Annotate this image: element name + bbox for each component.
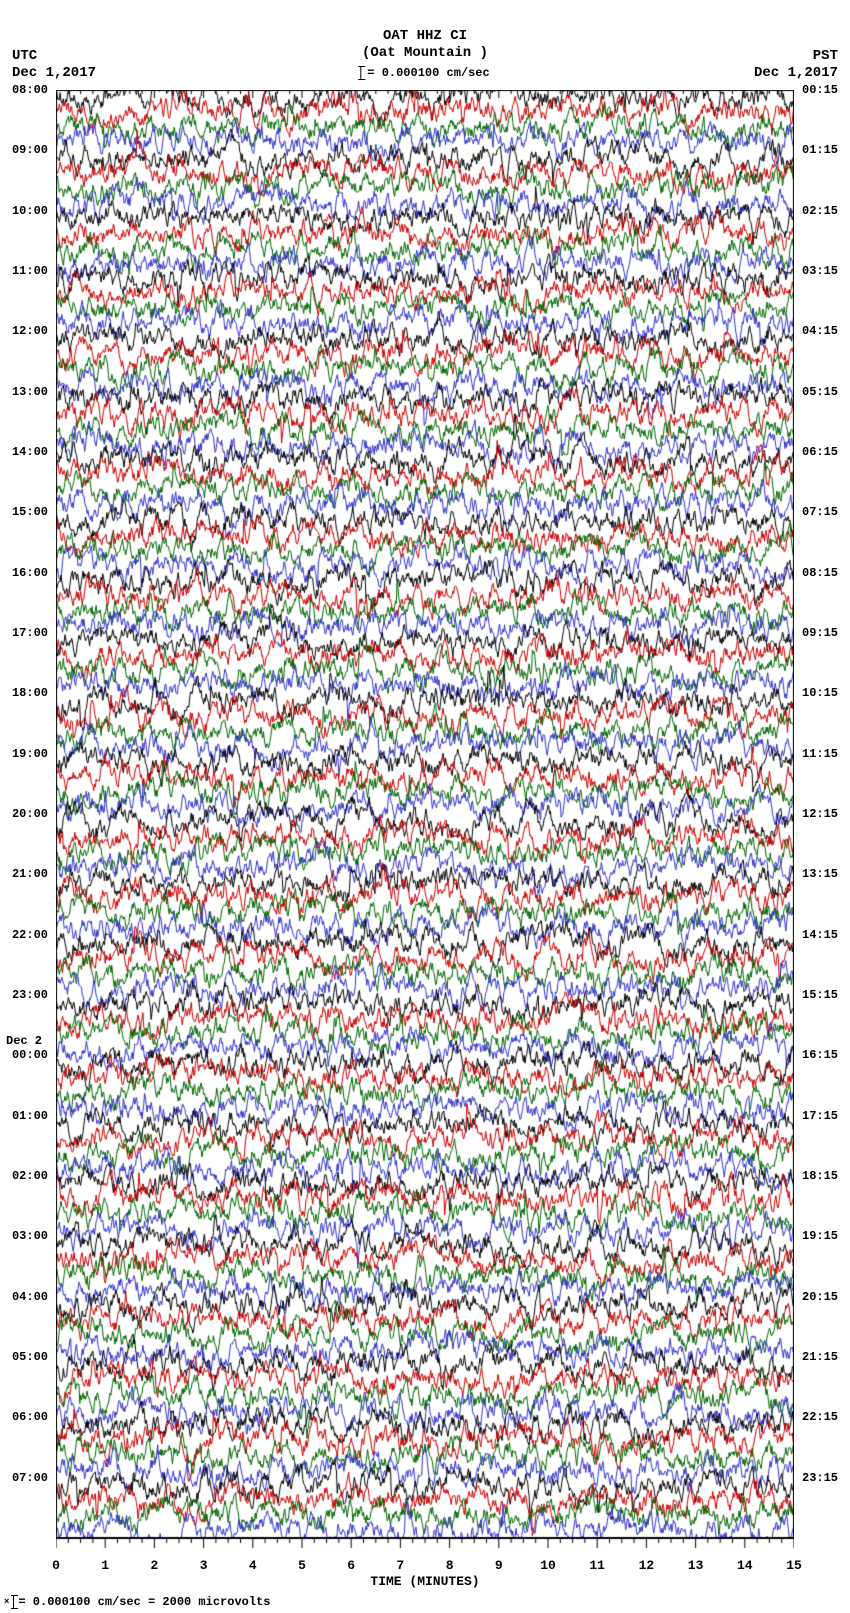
x-axis-title: TIME (MINUTES) — [370, 1574, 479, 1589]
utc-label: 11:00 — [12, 265, 48, 277]
pst-label: 19:15 — [802, 1230, 838, 1242]
header-center: OAT HHZ CI (Oat Mountain ) — [362, 28, 488, 62]
station-name: (Oat Mountain ) — [362, 45, 488, 62]
pst-label: 21:15 — [802, 1351, 838, 1363]
pst-label: 12:15 — [802, 808, 838, 820]
utc-label: 10:00 — [12, 205, 48, 217]
x-tick-label: 9 — [495, 1558, 503, 1573]
pst-label: 05:15 — [802, 386, 838, 398]
x-axis: TIME (MINUTES) 0123456789101112131415 — [56, 1538, 794, 1578]
footer-text: = 0.000100 cm/sec = 2000 microvolts — [18, 1595, 270, 1609]
footer-scale: × = 0.000100 cm/sec = 2000 microvolts — [4, 1595, 270, 1609]
utc-label: 22:00 — [12, 929, 48, 941]
header-left: UTC Dec 1,2017 — [12, 48, 96, 82]
utc-label: 05:00 — [12, 1351, 48, 1363]
utc-label: 17:00 — [12, 627, 48, 639]
pst-label: 08:15 — [802, 567, 838, 579]
x-tick-label: 0 — [52, 1558, 60, 1573]
x-tick-label: 8 — [446, 1558, 454, 1573]
left-date: Dec 1,2017 — [12, 65, 96, 82]
utc-label: 06:00 — [12, 1411, 48, 1423]
pst-label: 03:15 — [802, 265, 838, 277]
pst-label: 01:15 — [802, 144, 838, 156]
x-tick-label: 6 — [347, 1558, 355, 1573]
x-tick-label: 10 — [540, 1558, 556, 1573]
pst-label: 09:15 — [802, 627, 838, 639]
scale-bar-icon — [360, 66, 361, 80]
x-tick-label: 7 — [396, 1558, 404, 1573]
x-tick-label: 4 — [249, 1558, 257, 1573]
utc-label: 14:00 — [12, 446, 48, 458]
utc-label: 00:00 — [12, 1049, 48, 1061]
pst-hour-labels: 00:1501:1502:1503:1504:1505:1506:1507:15… — [798, 90, 850, 1538]
x-tick-label: 2 — [150, 1558, 158, 1573]
utc-label: 21:00 — [12, 868, 48, 880]
utc-hour-labels: 08:0009:0010:0011:0012:0013:0014:0015:00… — [0, 90, 52, 1538]
x-tick-label: 13 — [688, 1558, 704, 1573]
scale-indicator: = 0.000100 cm/sec — [360, 66, 489, 80]
scale-bar-icon — [13, 1595, 14, 1609]
pst-label: 16:15 — [802, 1049, 838, 1061]
utc-label: 20:00 — [12, 808, 48, 820]
helicorder-plot — [56, 90, 794, 1538]
pst-label: 13:15 — [802, 868, 838, 880]
utc-label: 03:00 — [12, 1230, 48, 1242]
pst-label: 22:15 — [802, 1411, 838, 1423]
waveform-canvas — [56, 90, 794, 1538]
utc-label: 08:00 — [12, 84, 48, 96]
pst-label: 14:15 — [802, 929, 838, 941]
x-tick-label: 5 — [298, 1558, 306, 1573]
utc-label: 23:00 — [12, 989, 48, 1001]
station-code: OAT HHZ CI — [362, 28, 488, 45]
pst-label: 10:15 — [802, 687, 838, 699]
x-tick-label: 15 — [786, 1558, 802, 1573]
utc-label: 09:00 — [12, 144, 48, 156]
left-tz: UTC — [12, 48, 96, 65]
x-tick-label: 1 — [101, 1558, 109, 1573]
right-tz: PST — [754, 48, 838, 65]
pst-label: 23:15 — [802, 1472, 838, 1484]
pst-label: 20:15 — [802, 1291, 838, 1303]
utc-label: 07:00 — [12, 1472, 48, 1484]
pst-label: 15:15 — [802, 989, 838, 1001]
pst-label: 04:15 — [802, 325, 838, 337]
right-date: Dec 1,2017 — [754, 65, 838, 82]
pst-label: 17:15 — [802, 1110, 838, 1122]
pst-label: 02:15 — [802, 205, 838, 217]
day2-marker: Dec 2 — [6, 1035, 42, 1047]
utc-label: 15:00 — [12, 506, 48, 518]
pst-label: 18:15 — [802, 1170, 838, 1182]
utc-label: 04:00 — [12, 1291, 48, 1303]
x-tick-label: 3 — [200, 1558, 208, 1573]
utc-label: 01:00 — [12, 1110, 48, 1122]
utc-label: 12:00 — [12, 325, 48, 337]
x-tick-label: 14 — [737, 1558, 753, 1573]
pst-label: 00:15 — [802, 84, 838, 96]
pst-label: 06:15 — [802, 446, 838, 458]
utc-label: 02:00 — [12, 1170, 48, 1182]
x-axis-ticks-canvas — [56, 1538, 794, 1558]
pst-label: 11:15 — [802, 748, 838, 760]
utc-label: 18:00 — [12, 687, 48, 699]
x-tick-label: 11 — [589, 1558, 605, 1573]
scale-text: = 0.000100 cm/sec — [367, 66, 489, 80]
pst-label: 07:15 — [802, 506, 838, 518]
utc-label: 19:00 — [12, 748, 48, 760]
utc-label: 13:00 — [12, 386, 48, 398]
x-tick-label: 12 — [639, 1558, 655, 1573]
header-right: PST Dec 1,2017 — [754, 48, 838, 82]
utc-label: 16:00 — [12, 567, 48, 579]
